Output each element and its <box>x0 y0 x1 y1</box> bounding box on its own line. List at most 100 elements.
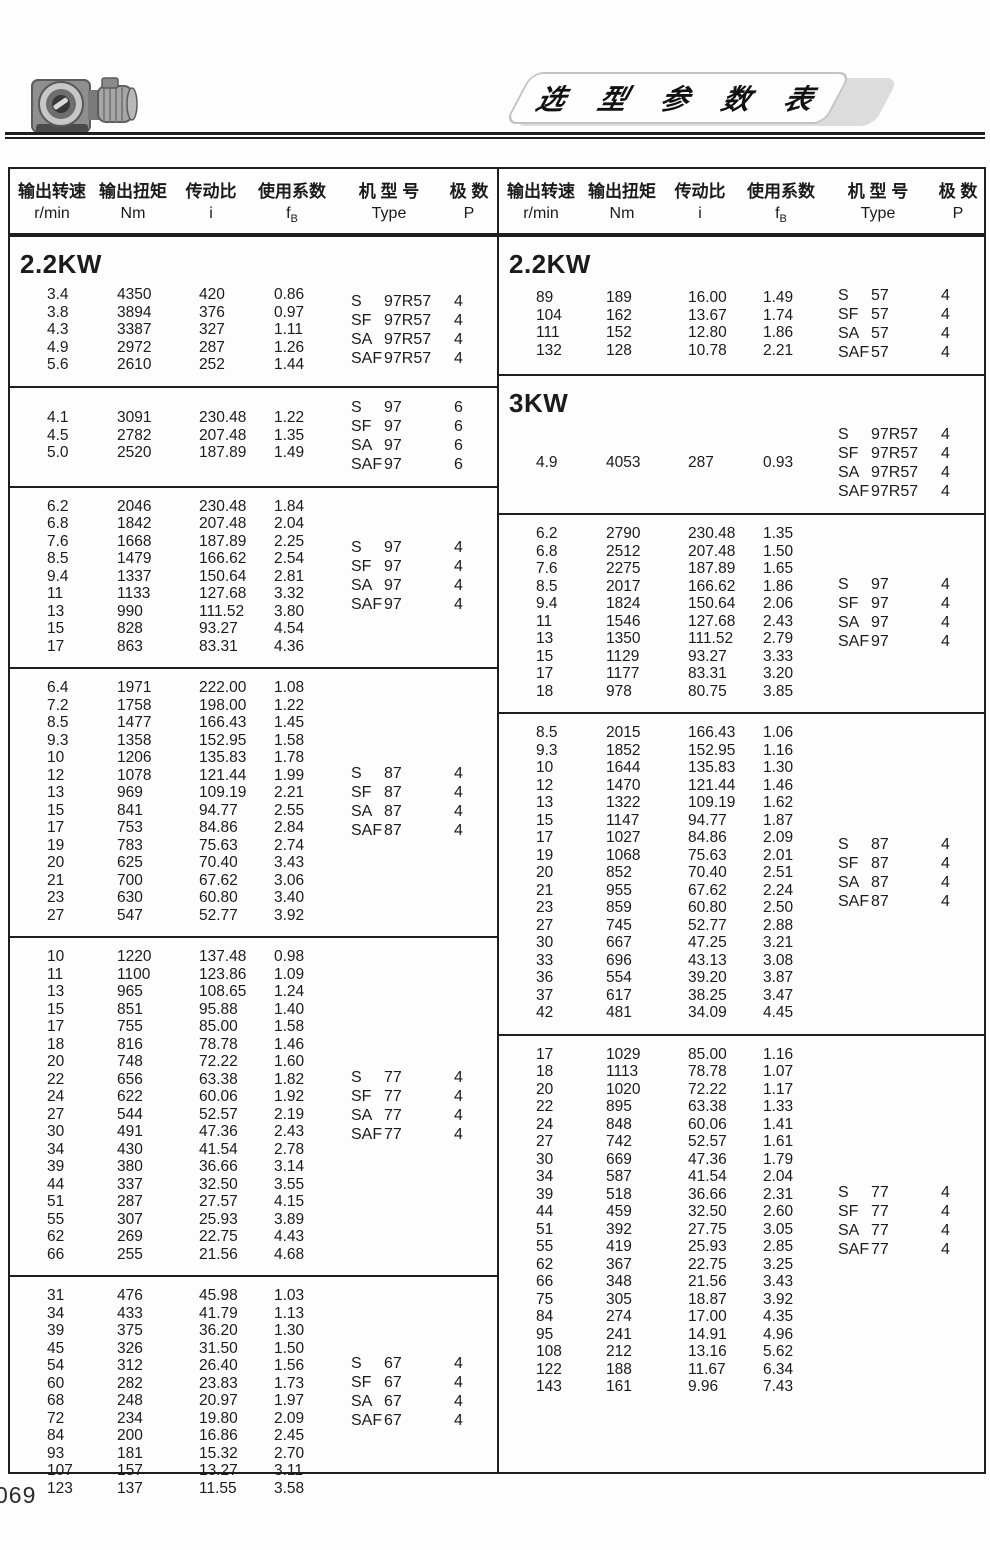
output-torque-value: 700 <box>117 871 143 889</box>
pole-count: 4 <box>454 311 463 329</box>
output-torque-value: 137 <box>117 1479 143 1497</box>
column-header-label: 输出扭矩 <box>588 181 656 201</box>
output-speed-value: 84 <box>47 1427 65 1444</box>
table-row: 30 491 47.36 2.43 <box>47 1123 334 1141</box>
pole-count: 4 <box>454 1412 463 1429</box>
ratio-value: 32.50 <box>688 1203 727 1220</box>
service-factor-value: 1.11 <box>274 321 304 338</box>
table-row: 22 656 63.38 1.82 <box>47 1071 334 1089</box>
ratio-value: 287 <box>199 338 225 356</box>
service-factor-value: 3.80 <box>274 602 305 620</box>
pole-count: 4 <box>454 783 463 801</box>
output-torque-value: 828 <box>117 620 143 637</box>
power-section: 4.1 3091 230.48 1.22 4.5 2782 207.48 1.35 5.0 252… <box>10 385 497 486</box>
data-rows: 3.4 4350 420 0.86 3.8 3894 376 0.97 4.3 3387 327 1.… <box>10 286 334 374</box>
model-code: 87 <box>384 821 402 839</box>
pole-count: 4 <box>941 892 950 910</box>
table-row: 37 617 38.25 3.47 <box>536 987 823 1005</box>
ratio-value: 230.48 <box>199 497 247 515</box>
output-torque-value: 1206 <box>117 749 152 766</box>
service-factor-value: 1.44 <box>274 356 305 373</box>
ratio-value: 85.00 <box>688 1045 727 1063</box>
output-torque-value: 1477 <box>117 714 152 731</box>
output-torque-value: 2015 <box>606 724 641 741</box>
table-row: 62 367 22.75 3.25 <box>536 1256 823 1274</box>
output-speed-value: 95 <box>536 1325 554 1343</box>
output-speed-value: 13 <box>47 983 65 1000</box>
ratio-value: 72.22 <box>688 1080 727 1098</box>
model-code: 97 <box>384 539 402 557</box>
output-torque-value: 895 <box>606 1098 632 1115</box>
pole-count: 4 <box>941 287 950 304</box>
service-factor-value: 1.86 <box>763 324 794 341</box>
service-factor-value: 3.08 <box>763 951 794 969</box>
service-factor-value: 3.25 <box>763 1255 794 1273</box>
output-torque-value: 554 <box>606 969 632 986</box>
column-header-unit: P <box>463 204 475 222</box>
table-row: 95 241 14.91 4.96 <box>536 1326 823 1344</box>
output-torque-value: 965 <box>117 983 143 1000</box>
service-factor-value: 1.33 <box>763 1098 794 1115</box>
ratio-value: 25.93 <box>688 1238 727 1255</box>
table-row: 84 274 17.00 4.35 <box>536 1308 823 1326</box>
power-section: 6.2 2046 230.48 1.84 6.8 1842 207.48 2.04 7.6 166… <box>10 485 497 668</box>
column-header-label: 机 型 号 <box>847 181 909 201</box>
service-factor-value: 2.55 <box>274 801 305 819</box>
output-torque-value: 188 <box>606 1360 632 1378</box>
output-torque-value: 1133 <box>117 585 151 602</box>
ratio-value: 109.19 <box>199 784 247 801</box>
section-body: 6.4 1971 222.00 1.08 7.2 1758 198.00 1.22 8.5 147… <box>10 679 497 924</box>
service-factor-value: 1.24 <box>274 983 305 1000</box>
model-type-row: S 67 4 <box>351 1354 491 1373</box>
ratio-value: 16.00 <box>688 289 727 306</box>
table-row: 5.0 2520 187.89 1.49 <box>47 444 334 462</box>
output-torque-value: 375 <box>117 1322 143 1339</box>
ratio-value: 83.31 <box>199 637 238 655</box>
output-speed-value: 123 <box>47 1479 73 1497</box>
output-torque-value: 1078 <box>117 766 152 784</box>
output-speed-value: 20 <box>47 854 65 871</box>
output-speed-value: 15 <box>536 647 554 665</box>
model-code: 77 <box>384 1106 402 1124</box>
ratio-value: 60.80 <box>688 899 727 916</box>
ratio-value: 43.13 <box>688 951 727 969</box>
model-code: 57 <box>871 287 889 304</box>
output-torque-value: 1644 <box>606 759 641 776</box>
service-factor-value: 2.04 <box>274 515 305 532</box>
pole-count: 4 <box>454 1125 463 1143</box>
header-label-row: 输出转速 输出扭矩 传动比 使用系数 机 型 号 极 数 <box>10 177 497 202</box>
output-torque-value: 3091 <box>117 409 152 427</box>
table-row: 10 1644 135.83 1.30 <box>536 759 823 777</box>
model-type-row: SA 97 4 <box>351 576 491 595</box>
pole-count: 4 <box>941 325 950 342</box>
output-torque-value: 1842 <box>117 515 152 532</box>
ratio-value: 9.96 <box>688 1378 719 1395</box>
power-section: 3KW 4.9 4053 287 0.93 S 97R57 4 SF 97R57 4 SA 97R57 4… <box>499 374 984 513</box>
model-type-row: SF 97 6 <box>351 417 491 436</box>
service-factor-value: 1.45 <box>274 714 305 731</box>
table-row: 123 137 11.55 3.58 <box>47 1480 334 1498</box>
output-torque-value: 990 <box>117 602 143 620</box>
output-speed-value: 30 <box>47 1123 65 1140</box>
output-speed-value: 132 <box>536 341 562 359</box>
column-header-label: 传动比 <box>185 181 237 201</box>
column-header-unit: Type <box>860 204 896 222</box>
output-speed-value: 5.6 <box>47 356 69 373</box>
model-type-row: SAF 97R57 4 <box>838 482 978 501</box>
ratio-value: 135.83 <box>688 759 736 776</box>
table-row: 66 255 21.56 4.68 <box>47 1246 334 1264</box>
pole-count: 4 <box>941 464 950 481</box>
service-factor-value: 1.22 <box>274 409 305 427</box>
model-code: 87 <box>871 835 889 853</box>
output-torque-value: 1029 <box>606 1045 641 1063</box>
pole-count: 4 <box>454 764 463 782</box>
table-row: 39 518 36.66 2.31 <box>536 1186 823 1204</box>
model-type-row: SA 67 4 <box>351 1392 491 1411</box>
output-torque-value: 282 <box>117 1374 143 1392</box>
model-prefix: SA <box>351 330 373 348</box>
model-type-list: S 77 4 SF 77 4 SA 77 4 SAF 77 4 <box>351 1068 491 1144</box>
ratio-value: 93.27 <box>199 620 238 637</box>
model-code: 97R57 <box>871 483 919 500</box>
output-torque-value: 189 <box>606 289 632 306</box>
output-speed-value: 27 <box>47 906 65 924</box>
